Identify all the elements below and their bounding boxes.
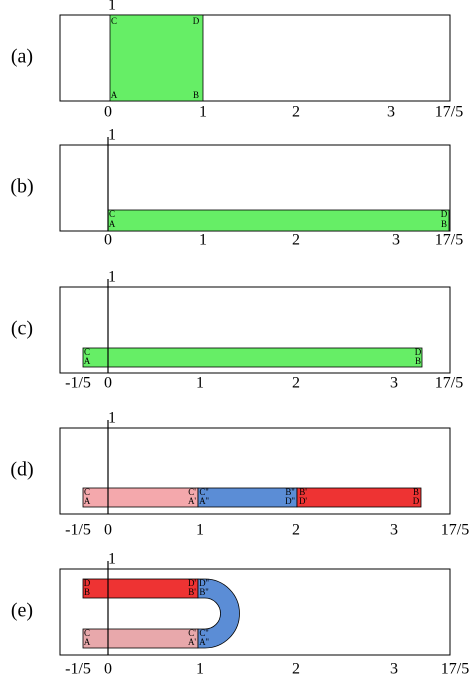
x-tick-label: 17/5 — [435, 232, 463, 249]
vertex-label: A — [84, 356, 91, 366]
vertex-label: D — [415, 347, 422, 357]
vertex-label: C' — [188, 487, 196, 497]
x-tick-label: 2 — [292, 522, 300, 539]
vertex-label: C'' — [199, 628, 209, 638]
x-tick-label: 0 — [104, 375, 112, 392]
panel-frame — [59, 568, 451, 656]
vertex-label: B'' — [285, 487, 295, 497]
vertex-label: D — [441, 209, 448, 219]
strip — [197, 578, 240, 649]
vertex-label: B'' — [199, 587, 209, 597]
x-tick-label: 3 — [392, 232, 400, 249]
x-tick-label: 17/5 — [441, 661, 469, 678]
vertex-label: D'' — [285, 496, 295, 506]
vertex-label: A — [84, 496, 91, 506]
y-tick-label: 1 — [108, 410, 116, 427]
panel-frame — [59, 427, 451, 515]
x-tick-label: 1 — [196, 661, 204, 678]
x-tick-label: 2 — [292, 375, 300, 392]
x-tick-label: 3 — [390, 375, 398, 392]
panel-label: (a) — [11, 46, 33, 68]
x-tick-label: 3 — [387, 104, 395, 121]
strip — [197, 487, 298, 508]
x-tick-label: 2 — [292, 232, 300, 249]
y-tick-label: 1 — [108, 0, 116, 14]
x-tick-label: 17/5 — [441, 522, 469, 539]
vertex-label: B — [84, 587, 90, 597]
vertex-label: A'' — [199, 496, 209, 506]
strip — [82, 578, 199, 599]
panel-label: (d) — [10, 459, 33, 481]
x-tick-label: 17/5 — [435, 375, 463, 392]
vertex-label: D — [413, 496, 420, 506]
vertex-label: B' — [188, 587, 196, 597]
vertex-label: A — [84, 637, 91, 647]
strip — [107, 209, 450, 232]
x-tick-label: 3 — [390, 661, 398, 678]
y-tick-label: 1 — [108, 127, 116, 144]
y-tick-label: 1 — [108, 269, 116, 286]
x-tick-label: -1/5 — [65, 522, 91, 539]
strip — [82, 487, 199, 508]
vertex-label: D' — [188, 578, 196, 588]
vertex-label: A'' — [199, 637, 209, 647]
vertex-label: C' — [188, 628, 196, 638]
x-tick-label: 17/5 — [435, 104, 463, 121]
strip — [296, 487, 422, 508]
vertex-label: A' — [188, 496, 196, 506]
x-tick-label: 0 — [104, 661, 112, 678]
vertex-label: A' — [188, 637, 196, 647]
vertex-label: C — [111, 16, 117, 26]
vertex-label: B — [415, 356, 421, 366]
vertex-label: B — [413, 487, 419, 497]
strip — [82, 628, 199, 649]
panel-label: (b) — [10, 176, 33, 198]
x-tick-label: 0 — [104, 522, 112, 539]
x-tick-label: 2 — [292, 104, 300, 121]
vertex-label: D'' — [199, 578, 209, 588]
vertex-label: A — [111, 90, 118, 100]
x-tick-label: 0 — [104, 232, 112, 249]
vertex-label: D — [193, 16, 200, 26]
x-tick-label: 1 — [196, 522, 204, 539]
vertex-label: B' — [299, 487, 307, 497]
strip — [82, 347, 423, 368]
x-tick-label: -1/5 — [65, 375, 91, 392]
vertex-label: C — [84, 628, 90, 638]
x-tick-label: 1 — [196, 375, 204, 392]
x-tick-label: 3 — [390, 522, 398, 539]
panel-label: (c) — [11, 318, 33, 340]
strip — [109, 14, 204, 102]
vertex-label: A — [109, 219, 116, 229]
panel-frame — [59, 14, 451, 102]
y-tick-label: 1 — [108, 551, 116, 568]
vertex-label: D — [84, 578, 91, 588]
x-tick-label: -1/5 — [65, 661, 91, 678]
x-tick-label: 1 — [199, 104, 207, 121]
panel-label: (e) — [11, 600, 33, 622]
x-tick-label: 0 — [104, 104, 112, 121]
vertex-label: C — [84, 487, 90, 497]
x-tick-label: 2 — [292, 661, 300, 678]
vertex-label: D' — [299, 496, 307, 506]
vertex-label: B — [193, 90, 199, 100]
vertex-label: B — [441, 219, 447, 229]
vertex-label: C — [109, 209, 115, 219]
vertex-label: C — [84, 347, 90, 357]
x-tick-label: 1 — [199, 232, 207, 249]
panel-frame — [59, 286, 451, 374]
vertex-label: C'' — [199, 487, 209, 497]
